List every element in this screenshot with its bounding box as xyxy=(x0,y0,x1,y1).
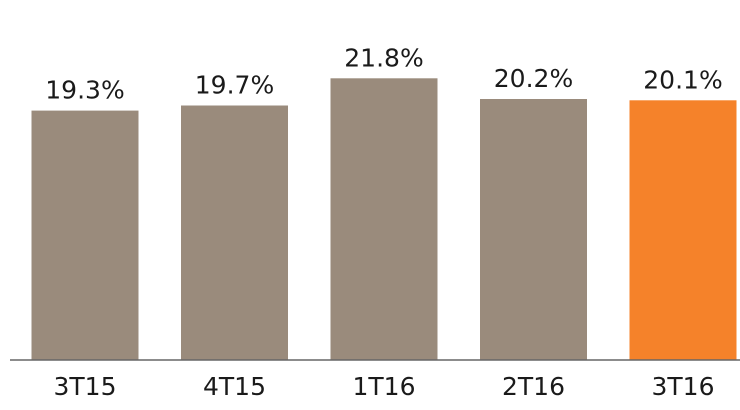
data-label-1t16: 21.8% xyxy=(344,43,423,72)
x-tick-label-3t15: 3T15 xyxy=(54,372,117,401)
x-tick-labels-group: 3T15 4T15 1T16 2T16 3T16 xyxy=(54,372,715,401)
data-label-4t15: 19.7% xyxy=(195,71,274,100)
data-label-2t16: 20.2% xyxy=(494,64,573,93)
bar-4t15 xyxy=(181,105,288,360)
x-tick-label-1t16: 1T16 xyxy=(353,372,416,401)
bar-1t16 xyxy=(330,78,438,361)
x-tick-label-4t15: 4T15 xyxy=(203,372,266,401)
bar-2t16 xyxy=(480,99,587,360)
x-tick-label-2t16: 2T16 xyxy=(502,372,565,401)
bars-group xyxy=(31,78,737,361)
data-label-3t15: 19.3% xyxy=(45,76,124,105)
bar-3t16 xyxy=(629,100,737,361)
x-tick-label-3t16: 3T16 xyxy=(652,372,715,401)
bar-3t15 xyxy=(31,110,139,360)
data-label-3t16: 20.1% xyxy=(643,65,722,94)
data-labels-group: 19.3% 19.7% 21.8% 20.2% 20.1% xyxy=(45,43,722,104)
